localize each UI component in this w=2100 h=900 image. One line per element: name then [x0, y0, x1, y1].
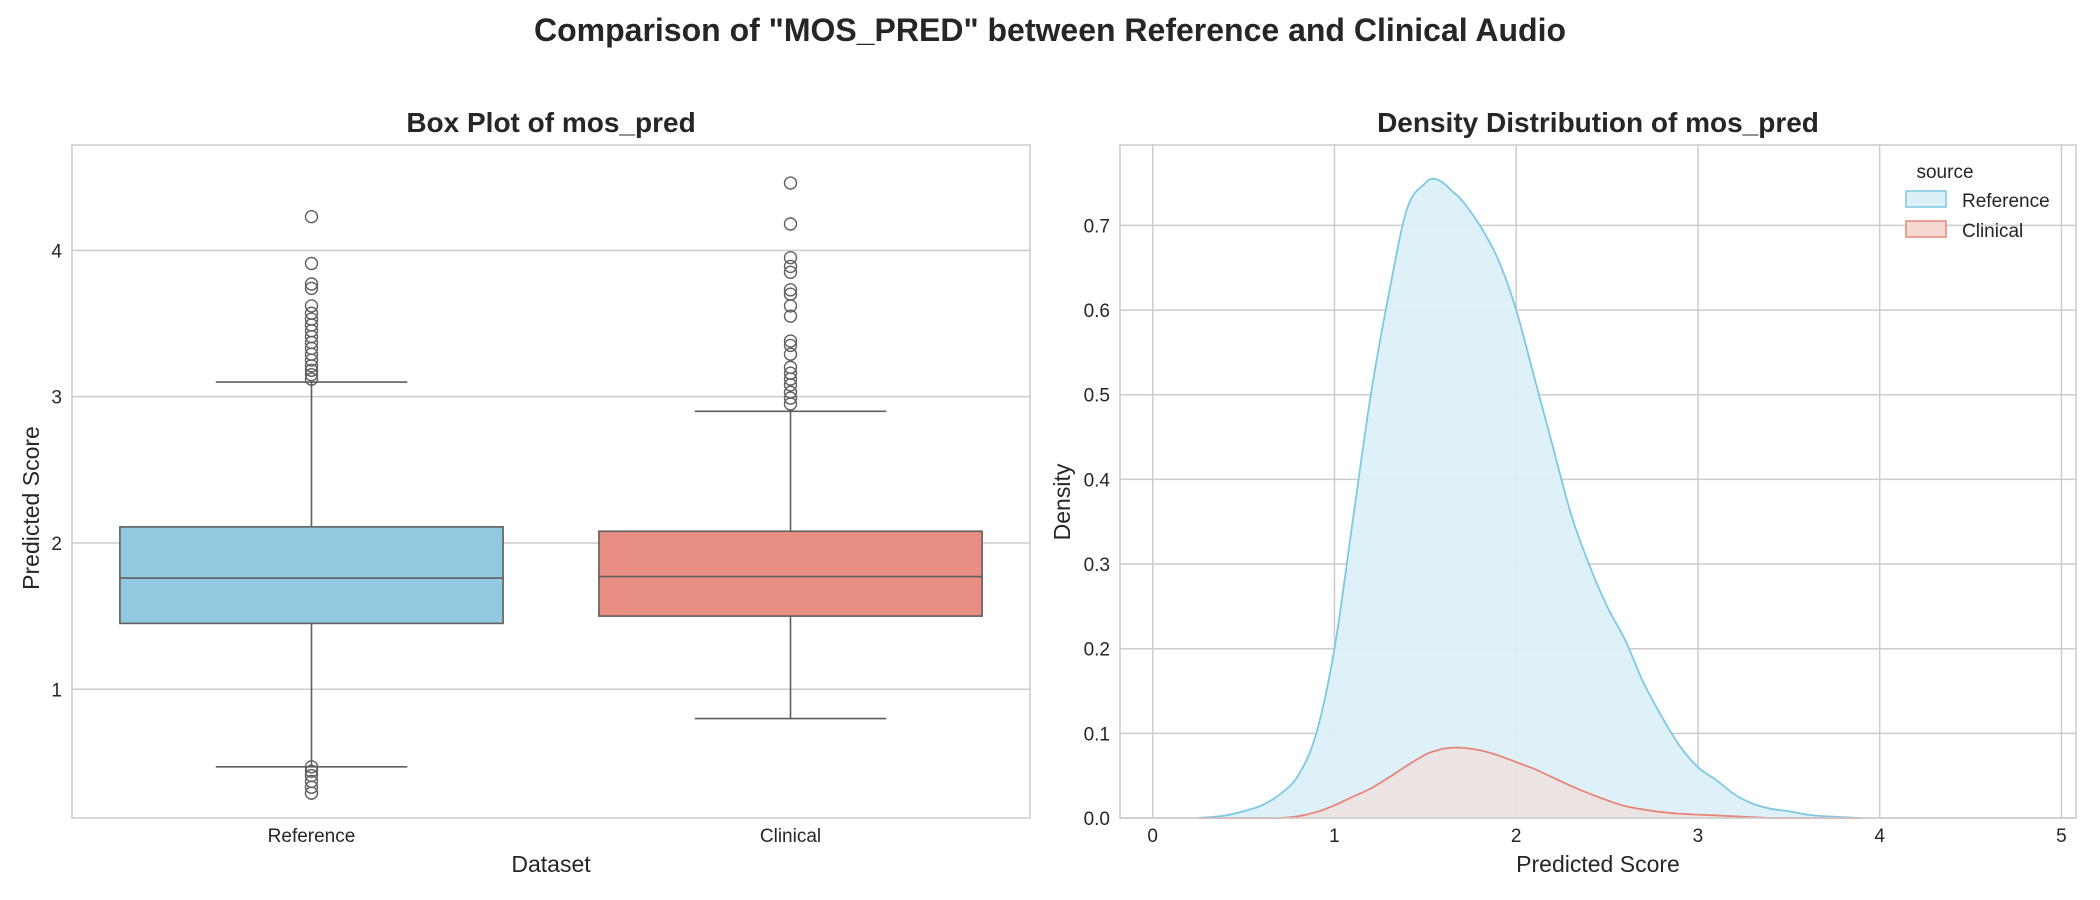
- outlier-point: [783, 366, 798, 380]
- y-tick-label: 0.2: [1084, 640, 1110, 661]
- outlier-point: [783, 338, 798, 353]
- x-tick-label: Reference: [268, 826, 356, 847]
- outlier-point: [783, 217, 798, 231]
- density-plot-panel: Density Distribution of mos_pred Predict…: [1049, 107, 2077, 877]
- box: [598, 530, 983, 617]
- x-tick-label: 5: [2056, 826, 2067, 847]
- outlier-point: [304, 299, 319, 313]
- outlier-point: [304, 277, 319, 291]
- box-plot-ticks: 1 2 3 4 Reference Clinical: [51, 241, 821, 847]
- y-tick-label: 3: [51, 388, 62, 409]
- density-plot-ticks: 0 1 2 3 4 5 0.0 0.1 0.2 0.3 0.4 0.5 0.6 0.7: [1084, 216, 2067, 847]
- y-tick-label: 4: [51, 241, 62, 262]
- x-tick-label: 2: [1511, 826, 1522, 847]
- outlier-point: [783, 391, 798, 405]
- legend-swatch-clinical: [1905, 220, 1947, 238]
- outlier-point: [783, 176, 798, 190]
- outlier-point: [304, 760, 319, 774]
- outlier-point: [304, 256, 319, 271]
- density-line-reference: [1198, 177, 1862, 819]
- outlier-point: [304, 312, 319, 326]
- density-plot-marks: [1198, 177, 1862, 820]
- box-plot-xlabel: Dataset: [511, 851, 591, 877]
- density-line-clinical: [1198, 746, 1862, 820]
- y-tick-label: 0.7: [1084, 216, 1110, 237]
- box: [119, 526, 504, 625]
- outlier-point: [783, 283, 798, 297]
- x-tick-label: 0: [1147, 826, 1158, 847]
- density-plot-ylabel: Density: [1049, 463, 1075, 540]
- outlier-point: [304, 774, 319, 789]
- legend-label-clinical: Clinical: [1962, 221, 2023, 242]
- outlier-point: [783, 347, 798, 361]
- density-area-clinical: [1198, 747, 1862, 819]
- density-plot-frame: [1119, 144, 2077, 819]
- y-tick-label: 2: [51, 534, 62, 555]
- outlier-point: [783, 259, 798, 274]
- x-tick-label: 4: [1874, 826, 1885, 847]
- box-plot-ylabel: Predicted Score: [18, 426, 44, 590]
- outlier-point: [304, 372, 319, 386]
- y-tick-label: 0.0: [1084, 809, 1110, 830]
- x-tick-label: Clinical: [760, 826, 821, 847]
- y-tick-label: 0.4: [1084, 470, 1111, 491]
- box-plot-marks: [119, 176, 983, 800]
- outlier-point: [783, 250, 798, 265]
- legend-label-reference: Reference: [1962, 191, 2050, 212]
- box-plot-frame: [71, 144, 1031, 819]
- y-tick-label: 0.3: [1084, 555, 1110, 576]
- y-tick-label: 1: [51, 680, 62, 701]
- box-plot-panel: Box Plot of mos_pred Dataset Predicted S…: [18, 107, 1031, 877]
- outlier-point: [304, 363, 319, 378]
- outlier-point: [304, 367, 319, 382]
- outlier-point: [783, 360, 798, 375]
- outlier-point: [304, 281, 319, 296]
- outlier-point: [304, 764, 319, 778]
- legend-swatch-reference: [1905, 190, 1947, 208]
- legend: source Reference Clinical: [1905, 162, 2050, 242]
- density-plot-xlabel: Predicted Score: [1516, 851, 1680, 877]
- outlier-point: [304, 209, 319, 224]
- outlier-point: [783, 385, 798, 399]
- figure-title: Comparison of "MOS_PRED" between Referen…: [534, 12, 1566, 48]
- x-tick-label: 1: [1329, 826, 1340, 847]
- x-tick-label: 3: [1693, 826, 1704, 847]
- density-area-reference: [1198, 178, 1862, 819]
- outlier-point: [783, 265, 798, 279]
- y-tick-label: 0.1: [1084, 724, 1110, 745]
- y-tick-label: 0.6: [1084, 301, 1110, 322]
- outlier-point: [783, 334, 798, 348]
- y-tick-label: 0.5: [1084, 386, 1110, 407]
- legend-title: source: [1916, 162, 1973, 183]
- outlier-point: [304, 306, 319, 320]
- outlier-point: [783, 309, 798, 323]
- outlier-point: [304, 768, 319, 783]
- box-plot-title: Box Plot of mos_pred: [406, 107, 695, 138]
- outlier-point: [783, 287, 798, 301]
- density-plot-title: Density Distribution of mos_pred: [1377, 107, 1819, 138]
